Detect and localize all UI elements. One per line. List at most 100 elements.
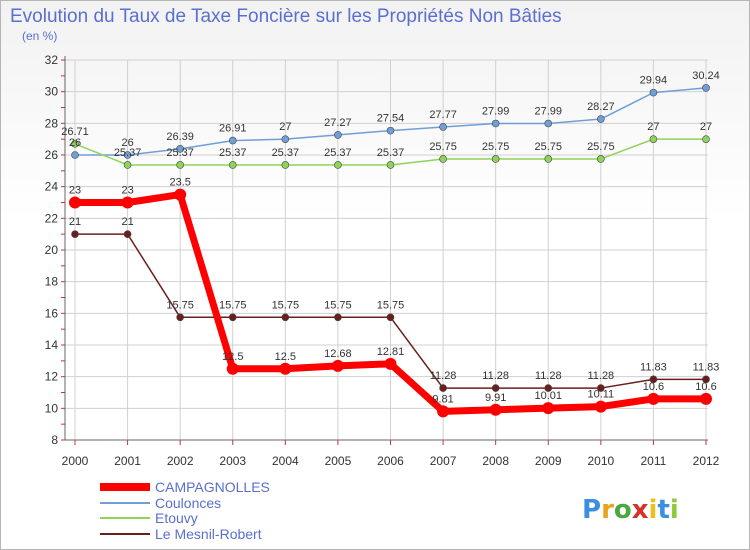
data-label-coulonces: 29.94 bbox=[640, 75, 668, 87]
point-etouvy bbox=[334, 161, 342, 169]
legend-label-campagnolles: CAMPAGNOLLES bbox=[155, 479, 270, 495]
data-label-etouvy: 25.37 bbox=[272, 147, 300, 159]
axes: 8 10 12 14 16 18 20 22 24 26 28 30 32 2000 2001 2002 200… bbox=[45, 53, 720, 468]
legend-label-le-mesnil-robert: Le Mesnil-Robert bbox=[155, 526, 262, 542]
point-le-mesnil-robert bbox=[334, 313, 342, 322]
data-label-le-mesnil-robert: 15.75 bbox=[166, 299, 194, 311]
data-label-coulonces: 27.99 bbox=[482, 105, 510, 117]
data-label-etouvy: 25.75 bbox=[429, 141, 457, 153]
data-label-etouvy: 25.37 bbox=[166, 147, 194, 159]
y-axis-unit: (en %) bbox=[22, 29, 57, 43]
data-label-etouvy: 25.37 bbox=[114, 147, 142, 159]
y-tick-label: 24 bbox=[45, 180, 59, 194]
data-label-campagnolles: 10.11 bbox=[587, 389, 614, 401]
point-etouvy bbox=[439, 155, 447, 163]
labels-layer: 26 26 26.39 26.91 27 27.27 27.54 27.77 27.99 27.9… bbox=[61, 70, 720, 405]
point-le-mesnil-robert bbox=[491, 384, 500, 392]
data-label-coulonces: 27.27 bbox=[324, 117, 352, 129]
data-label-le-mesnil-robert: 21 bbox=[69, 216, 81, 228]
point-etouvy bbox=[491, 155, 500, 163]
point-coulonces bbox=[649, 88, 658, 97]
series-layer bbox=[69, 84, 712, 418]
logo-letter: i bbox=[670, 495, 679, 525]
data-label-le-mesnil-robert: 21 bbox=[121, 216, 133, 228]
x-tick-label: 2009 bbox=[535, 454, 562, 468]
y-tick-label: 18 bbox=[45, 275, 59, 289]
point-campagnolles bbox=[489, 403, 502, 416]
x-tick-label: 2001 bbox=[114, 454, 141, 468]
data-label-le-mesnil-robert: 15.75 bbox=[219, 299, 247, 311]
point-campagnolles bbox=[226, 362, 239, 375]
y-tick-label: 30 bbox=[45, 85, 59, 99]
data-label-le-mesnil-robert: 11.28 bbox=[587, 370, 614, 382]
y-tick-label: 8 bbox=[51, 433, 58, 447]
chart-title: Evolution du Taux de Taxe Foncière sur l… bbox=[10, 6, 562, 27]
data-label-le-mesnil-robert: 11.83 bbox=[693, 361, 720, 373]
point-coulonces bbox=[228, 136, 237, 145]
point-etouvy bbox=[176, 161, 184, 169]
point-campagnolles bbox=[69, 196, 81, 209]
logo-letter: t bbox=[657, 495, 669, 525]
point-coulonces bbox=[334, 131, 342, 139]
y-tick-label: 26 bbox=[45, 148, 59, 162]
data-label-campagnolles: 9.91 bbox=[485, 392, 506, 404]
point-coulonces bbox=[491, 119, 500, 128]
point-le-mesnil-robert bbox=[649, 375, 658, 384]
point-le-mesnil-robert bbox=[176, 313, 184, 322]
point-le-mesnil-robert bbox=[702, 375, 710, 384]
data-label-coulonces: 27.54 bbox=[377, 113, 405, 125]
data-label-etouvy: 27 bbox=[700, 121, 712, 133]
data-label-campagnolles: 12.5 bbox=[222, 351, 243, 363]
point-le-mesnil-robert bbox=[281, 313, 290, 322]
logo-letter: P bbox=[582, 495, 601, 525]
point-le-mesnil-robert bbox=[228, 313, 237, 322]
point-coulonces bbox=[702, 84, 710, 92]
point-campagnolles bbox=[279, 362, 292, 375]
data-label-etouvy: 25.37 bbox=[377, 147, 405, 159]
point-campagnolles bbox=[121, 196, 134, 209]
point-campagnolles bbox=[700, 392, 712, 405]
point-campagnolles bbox=[384, 357, 397, 370]
data-label-campagnolles: 23.5 bbox=[169, 177, 190, 189]
data-label-le-mesnil-robert: 15.75 bbox=[272, 299, 300, 311]
data-label-etouvy: 26.71 bbox=[61, 126, 89, 138]
point-etouvy bbox=[386, 161, 395, 169]
point-le-mesnil-robert bbox=[123, 230, 132, 238]
point-campagnolles bbox=[542, 402, 555, 415]
point-le-mesnil-robert bbox=[439, 384, 447, 392]
data-label-coulonces: 28.27 bbox=[587, 101, 615, 113]
point-etouvy bbox=[597, 155, 605, 163]
data-label-etouvy: 25.75 bbox=[587, 141, 615, 153]
y-tick-label: 32 bbox=[45, 53, 59, 67]
legend-label-coulonces: Coulonces bbox=[155, 495, 221, 511]
y-tick-label: 10 bbox=[45, 401, 59, 415]
data-label-coulonces: 26 bbox=[121, 137, 133, 149]
data-label-etouvy: 25.75 bbox=[534, 141, 562, 153]
y-tick-label: 14 bbox=[45, 338, 59, 352]
y-tick-label: 22 bbox=[45, 211, 59, 225]
data-label-etouvy: 25.37 bbox=[219, 147, 247, 159]
point-coulonces bbox=[123, 151, 132, 159]
data-label-le-mesnil-robert: 15.75 bbox=[377, 299, 405, 311]
y-tick-label: 20 bbox=[45, 243, 59, 257]
point-le-mesnil-robert bbox=[597, 384, 605, 392]
data-label-campagnolles: 12.5 bbox=[275, 351, 296, 363]
logo-letter: i bbox=[649, 495, 658, 525]
point-etouvy bbox=[281, 161, 290, 169]
point-campagnolles bbox=[174, 188, 187, 201]
point-campagnolles bbox=[647, 392, 660, 405]
point-etouvy bbox=[123, 161, 132, 169]
point-etouvy bbox=[228, 161, 237, 169]
x-tick-label: 2007 bbox=[430, 454, 457, 468]
x-tick-label: 2006 bbox=[377, 454, 404, 468]
point-coulonces bbox=[71, 151, 79, 159]
x-tick-label: 2003 bbox=[219, 454, 246, 468]
x-tick-label: 2005 bbox=[325, 454, 352, 468]
x-tick-label: 2002 bbox=[167, 454, 194, 468]
y-tick-label: 16 bbox=[45, 306, 59, 320]
data-label-le-mesnil-robert: 11.28 bbox=[535, 370, 562, 382]
x-tick-label: 2008 bbox=[482, 454, 509, 468]
x-tick-label: 2012 bbox=[693, 454, 720, 468]
